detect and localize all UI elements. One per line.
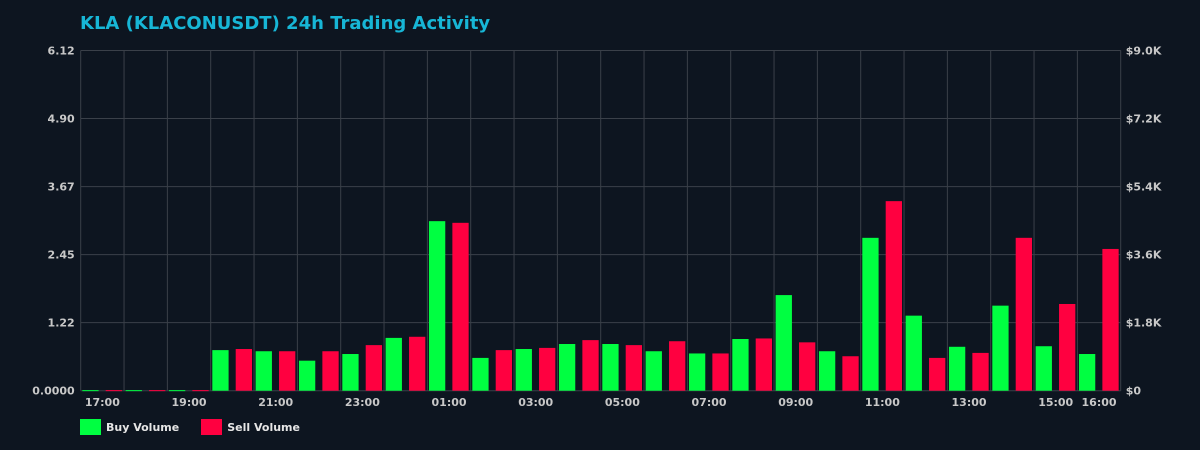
chart-title: KLA (KLACONUSDT) 24h Trading Activity [80,13,491,34]
buy-swatch-icon [80,419,101,435]
x-tick-label: 07:00 [692,396,727,409]
sell-volume-bar[interactable] [1102,248,1119,391]
buy-volume-bar[interactable] [558,344,576,391]
sell-volume-bar[interactable] [929,357,946,391]
sell-volume-bar[interactable] [452,222,469,391]
y-tick-label-left: 6.12 [48,45,75,58]
x-tick-label: 23:00 [345,396,380,409]
x-axis: 17:00 19:00 21:00 23:00 01:00 03:00 05:00 07:00… [85,396,1117,409]
buy-volume-bar[interactable] [732,339,749,391]
buy-volume-bar[interactable] [862,237,879,391]
x-tick-label: 01:00 [432,396,467,409]
buy-volume-bar[interactable] [212,350,229,391]
sell-volume-bar[interactable] [365,345,382,391]
y-tick-label-left: 0.0000 [32,385,75,398]
buy-volume-bar[interactable] [472,357,489,391]
sell-volume-bar[interactable] [669,341,686,391]
sell-volume-bar[interactable] [495,350,512,391]
buy-volume-bar[interactable] [905,315,922,391]
legend: Buy Volume Sell Volume [80,419,322,435]
buy-volume-bar[interactable] [515,349,532,391]
sell-volume-bar[interactable] [105,390,122,392]
sell-volume-bar[interactable] [625,345,642,391]
x-tick-label: 21:00 [258,396,293,409]
sell-volume-bar[interactable] [1059,303,1076,391]
sell-volume-bar[interactable] [322,351,339,391]
x-tick-label: 13:00 [952,396,987,409]
y-tick-label-right: $3.6K [1126,249,1162,262]
buy-volume-bar[interactable] [775,295,792,391]
bars [82,201,1119,392]
y-axis-right: $0 $1.8K $3.6K $5.4K $7.2K $9.0K [1126,45,1162,398]
buy-volume-bar[interactable] [645,351,662,391]
y-tick-label-right: $7.2K [1126,113,1162,126]
sell-volume-bar[interactable] [712,353,729,391]
buy-volume-bar[interactable] [602,344,619,391]
buy-volume-bar[interactable] [342,354,359,391]
legend-item-sell[interactable]: Sell Volume [201,419,300,435]
sell-volume-bar[interactable] [235,349,252,391]
sell-volume-bar[interactable] [409,336,426,391]
y-tick-label-left: 4.90 [48,113,75,126]
sell-volume-bar[interactable] [755,338,772,391]
legend-label-buy: Buy Volume [106,420,180,434]
grid-lines [80,50,1122,392]
y-tick-label-right: $9.0K [1126,45,1162,58]
y-tick-label-right: $1.8K [1126,317,1162,330]
sell-swatch-icon [201,419,223,435]
sell-volume-bar[interactable] [1015,237,1032,391]
sell-volume-bar[interactable] [972,352,989,391]
sell-volume-bar[interactable] [149,390,166,392]
y-tick-label-right: $0 [1126,385,1142,398]
sell-volume-bar[interactable] [192,390,209,392]
y-tick-label-left: 1.22 [48,317,75,330]
x-tick-label: 19:00 [172,396,207,409]
x-tick-label: 17:00 [85,396,120,409]
buy-volume-bar[interactable] [992,305,1009,391]
sell-volume-bar[interactable] [582,340,599,391]
buy-volume-bar[interactable] [385,337,402,391]
x-tick-label: 09:00 [778,396,813,409]
buy-volume-bar[interactable] [168,390,186,392]
buy-volume-bar[interactable] [428,221,446,391]
x-tick-label: 05:00 [605,396,640,409]
x-tick-label: 03:00 [518,396,553,409]
buy-volume-bar[interactable] [1078,354,1096,391]
legend-item-buy[interactable]: Buy Volume [80,419,179,435]
buy-volume-bar[interactable] [948,346,966,391]
sell-volume-bar[interactable] [842,356,859,391]
sell-volume-bar[interactable] [799,342,816,391]
y-tick-label-left: 3.67 [48,181,75,194]
legend-label-sell: Sell Volume [227,420,300,434]
buy-volume-bar[interactable] [255,351,272,391]
sell-volume-bar[interactable] [279,351,296,391]
buy-volume-bar[interactable] [82,390,99,392]
buy-volume-bar[interactable] [818,351,836,391]
sell-volume-bar[interactable] [885,201,902,391]
y-tick-label-left: 2.45 [48,249,75,262]
buy-volume-bar[interactable] [125,390,142,392]
x-tick-label: 11:00 [865,396,900,409]
y-tick-label-right: $5.4K [1126,181,1162,194]
buy-volume-bar[interactable] [298,360,316,391]
buy-volume-bar[interactable] [688,353,706,391]
sell-volume-bar[interactable] [539,347,556,391]
x-tick-label: 15:00 [1038,396,1073,409]
x-tick-label: 16:00 [1082,396,1117,409]
buy-volume-bar[interactable] [1035,346,1052,391]
y-axis-left: 0.0000 1.22 2.45 3.67 4.90 6.12 [32,45,75,398]
